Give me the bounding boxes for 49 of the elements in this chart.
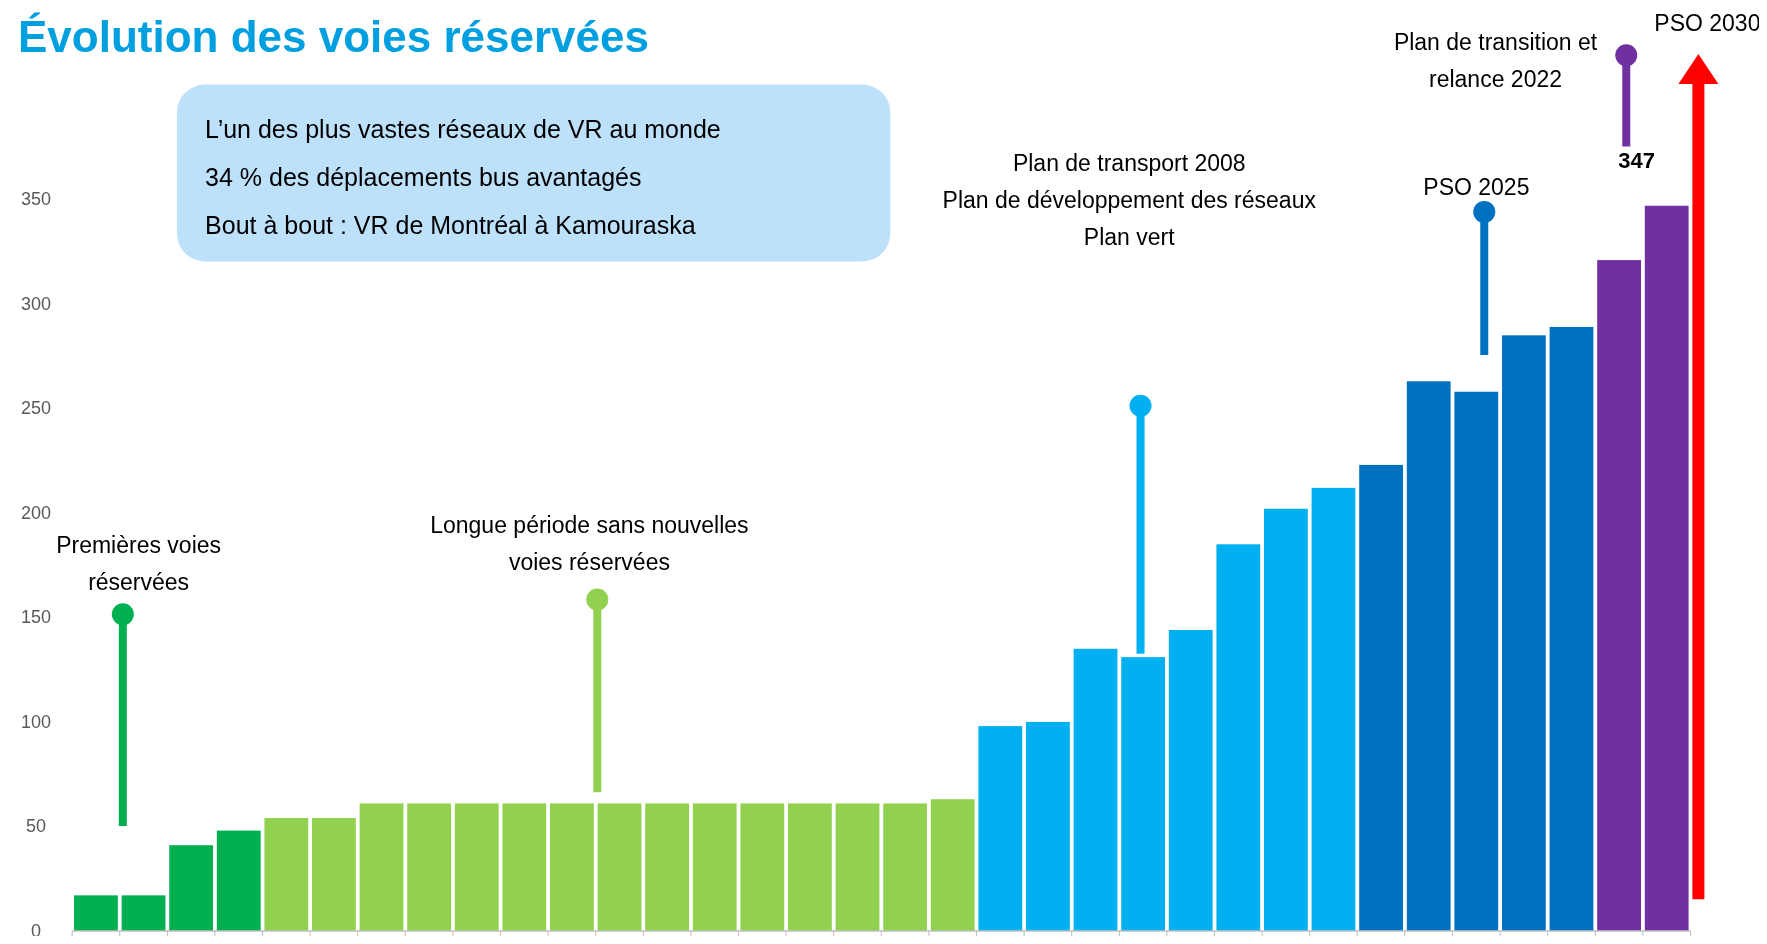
annotation: Premières voies réservées <box>56 532 222 596</box>
bar <box>407 803 452 931</box>
y-tick-label: 350 <box>20 189 52 210</box>
bar <box>597 803 642 931</box>
bar <box>1121 657 1165 931</box>
bar <box>1216 544 1261 931</box>
y-tick-label: 150 <box>20 607 52 628</box>
bar <box>645 803 690 931</box>
y-tick-label: 250 <box>20 398 52 419</box>
bar <box>1264 508 1308 931</box>
bar <box>1597 260 1641 931</box>
bar <box>740 803 785 931</box>
bar <box>359 803 404 931</box>
bar <box>1168 629 1213 931</box>
data-label: 347 <box>1618 147 1656 173</box>
bar <box>550 803 594 931</box>
bar <box>1359 464 1403 931</box>
annotation: PSO 2025 <box>1423 174 1530 201</box>
bar <box>1454 391 1499 931</box>
bar <box>1073 648 1118 931</box>
bar <box>692 803 737 931</box>
bar <box>312 818 356 931</box>
bar <box>930 799 975 931</box>
y-tick-label: 100 <box>20 711 52 732</box>
bar <box>1311 487 1356 931</box>
bar <box>454 803 499 931</box>
bar <box>1502 335 1546 931</box>
bar <box>1549 326 1594 931</box>
bar <box>121 895 166 931</box>
y-tick-label: 200 <box>20 502 52 523</box>
text: Plan de transition et relance 2022 <box>1393 28 1598 92</box>
text: PSO 2030 <box>1654 9 1761 36</box>
bar <box>264 818 309 931</box>
bar <box>883 803 928 931</box>
bar <box>74 895 118 931</box>
bar <box>216 830 261 931</box>
bar <box>835 803 880 931</box>
annotation: Longue période sans nouvelles voies réservées <box>430 512 749 576</box>
bar <box>788 803 832 931</box>
bar <box>1406 381 1451 931</box>
bar <box>1026 721 1070 931</box>
bar <box>169 845 214 931</box>
annotation: L’un des plus vastes réseaux de VR au monde 34 % des déplacements bus avantagés Bout à bout : VR de Montréal à Kamouraska <box>205 114 721 239</box>
bar <box>978 726 1023 931</box>
bar <box>502 803 547 931</box>
annotation: Plan de transport 2008 Plan de développement des réseaux Plan vert <box>942 150 1317 251</box>
y-tick-label: 50 <box>25 816 47 837</box>
chart-title: Évolution des voies réservées <box>18 12 649 61</box>
y-tick-label: 300 <box>20 293 52 314</box>
